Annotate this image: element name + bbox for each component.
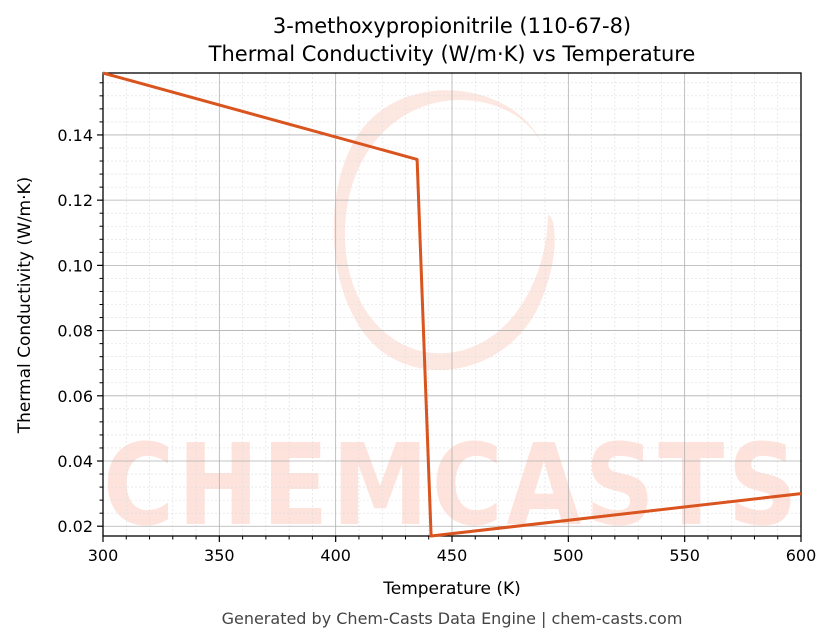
x-tick-label: 550: [669, 546, 700, 565]
y-tick-label: 0.10: [57, 256, 93, 275]
x-tick-label: 400: [320, 546, 351, 565]
x-tick-label: 350: [204, 546, 235, 565]
y-tick-label: 0.02: [57, 517, 93, 536]
series-layer: [102, 71, 802, 538]
watermark-text: CHEMCASTS: [103, 421, 801, 551]
x-axis-label: Temperature (K): [382, 579, 521, 599]
series-line-0: [102, 71, 802, 538]
y-tick-label: 0.08: [57, 322, 93, 341]
x-tick-label: 500: [553, 546, 584, 565]
x-axis-ticks: 300 350 400 450 500 550 600: [88, 536, 817, 565]
x-tick-label: 300: [88, 546, 119, 565]
y-axis-ticks: 0.02 0.04 0.06 0.08 0.10 0.12 0.14: [57, 82, 103, 536]
x-tick-label: 450: [437, 546, 468, 565]
chart-title-line2: Thermal Conductivity (W/m·K) vs Temperat…: [208, 42, 696, 66]
major-grid: [102, 73, 802, 536]
y-tick-label: 0.06: [57, 387, 93, 406]
y-tick-label: 0.12: [57, 191, 93, 210]
y-tick-label: 0.14: [57, 126, 93, 145]
x-tick-label: 600: [786, 546, 817, 565]
chart-title-line1: 3-methoxypropionitrile (110-67-8): [273, 14, 631, 38]
footer-credit: Generated by Chem-Casts Data Engine | ch…: [222, 609, 683, 628]
y-axis-label: Thermal Conductivity (W/m·K): [15, 177, 35, 435]
y-tick-label: 0.04: [57, 452, 93, 471]
watermark: CHEMCASTS: [103, 90, 801, 551]
